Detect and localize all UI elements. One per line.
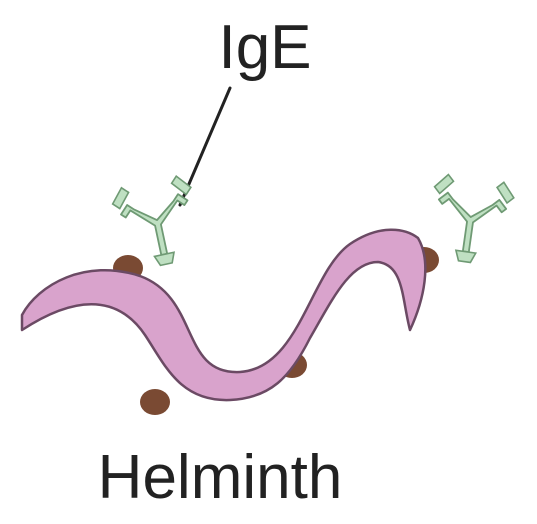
antibody-arm (433, 173, 455, 195)
antibody-shape (437, 191, 508, 254)
antibody-arm (496, 181, 515, 205)
ige-label: IgE (218, 13, 311, 82)
antibody-arm (170, 174, 192, 196)
helminth-body (20, 228, 427, 402)
antibody-shape (120, 193, 189, 256)
antibody-stem-cap (454, 249, 478, 264)
antibody-stem-cap (153, 251, 176, 267)
ige-antibody-right (433, 173, 515, 264)
receptor-dot (140, 389, 170, 415)
antibody-arm (111, 186, 130, 210)
helminth-label: Helminth (98, 443, 343, 512)
ige-antibody-left (111, 174, 192, 267)
